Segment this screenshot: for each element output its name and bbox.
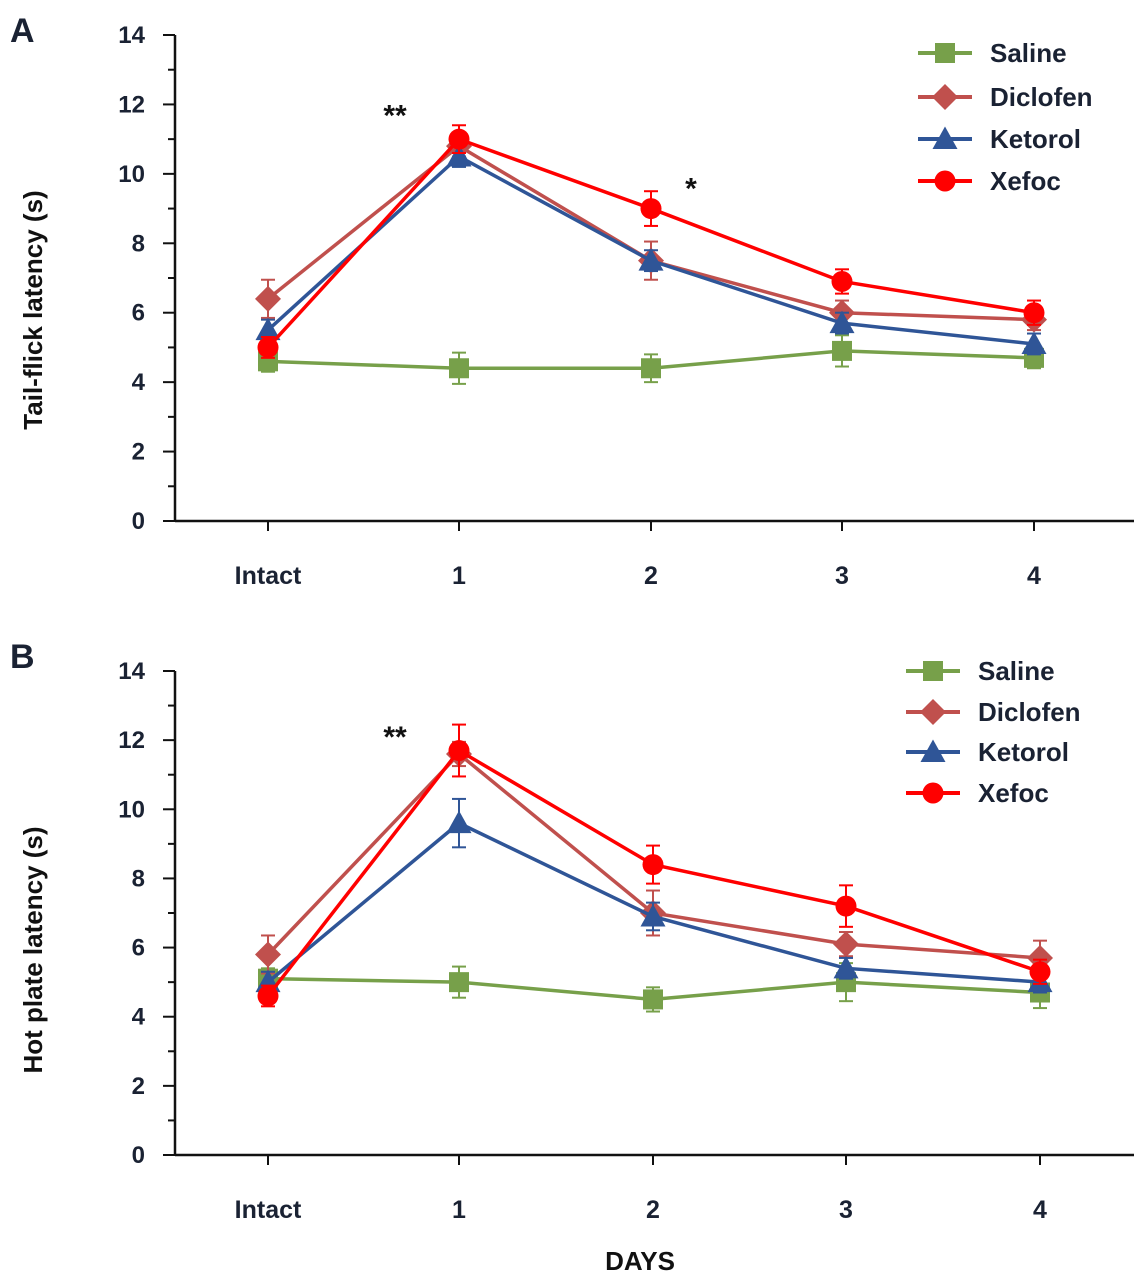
data-point-xefoc <box>448 128 470 150</box>
x-tick-label-b: 1 <box>452 1196 466 1224</box>
data-point-xefoc <box>835 895 857 917</box>
y-tick-label-b: 4 <box>132 1004 146 1031</box>
y-tick-label-a: 14 <box>118 22 145 49</box>
data-point-xefoc <box>1029 961 1051 983</box>
data-point-saline <box>449 972 469 993</box>
data-point-xefoc <box>448 740 470 762</box>
x-tick-label-b: Intact <box>235 1196 302 1224</box>
legend-marker-ketorol <box>920 739 946 762</box>
data-point-ketorol <box>640 903 666 927</box>
series-ketorol-a <box>255 144 1047 356</box>
panel-letter-a: A <box>10 12 35 50</box>
y-tick-label-b: 10 <box>118 796 145 823</box>
legend-marker-xefoc <box>934 170 956 192</box>
data-point-diclofen <box>255 285 281 312</box>
y-tick-label-a: 0 <box>132 508 145 535</box>
data-point-xefoc <box>257 985 279 1007</box>
series-xefoc-b <box>257 723 1051 1008</box>
data-point-xefoc <box>257 336 279 358</box>
legend-marker-saline <box>923 661 943 681</box>
data-point-ketorol <box>446 144 472 167</box>
data-point-diclofen <box>833 931 859 958</box>
y-tick-label-a: 12 <box>118 91 145 118</box>
panel-letter-b: B <box>10 638 35 676</box>
x-tick-label-a: 2 <box>644 562 658 590</box>
y-axis-title-a: Tail-flick latency (s) <box>18 190 48 429</box>
y-tick-label-b: 12 <box>118 727 145 754</box>
data-point-saline <box>832 340 852 361</box>
data-point-xefoc <box>640 198 662 220</box>
legend-marker-diclofen <box>932 84 958 110</box>
data-point-xefoc <box>1023 302 1045 324</box>
x-tick-label-b: 2 <box>646 1196 660 1224</box>
data-point-diclofen <box>255 941 281 968</box>
legend-label-diclofen: Diclofen <box>990 82 1093 112</box>
data-point-saline <box>449 358 469 379</box>
data-point-ketorol <box>829 310 855 334</box>
legend-marker-saline <box>935 43 955 63</box>
x-axis-title: DAYS <box>605 1246 675 1276</box>
y-tick-label-b: 2 <box>132 1073 145 1100</box>
y-tick-label-b: 8 <box>132 865 145 892</box>
legend-label-xefoc: Xefoc <box>978 778 1049 808</box>
data-point-ketorol <box>833 955 859 979</box>
legend-marker-xefoc <box>922 782 944 804</box>
data-point-xefoc <box>831 270 853 292</box>
x-tick-label-a: Intact <box>235 562 302 590</box>
data-point-xefoc <box>642 854 664 876</box>
data-point-saline <box>641 358 661 379</box>
legend-label-saline: Saline <box>990 38 1067 68</box>
series-saline-b <box>258 962 1050 1013</box>
x-tick-label-b: 3 <box>839 1196 853 1224</box>
y-tick-label-a: 8 <box>132 230 145 257</box>
significance-annotation-a: * <box>685 172 697 205</box>
data-point-ketorol <box>255 317 281 341</box>
significance-annotation-a: ** <box>383 99 407 132</box>
legend-label-saline: Saline <box>978 656 1055 686</box>
y-tick-label-a: 10 <box>118 161 145 188</box>
y-tick-label-b: 6 <box>132 935 145 962</box>
series-saline-a <box>258 334 1044 385</box>
legend-label-xefoc: Xefoc <box>990 166 1061 196</box>
x-tick-label-a: 1 <box>452 562 466 590</box>
y-tick-label-b: 0 <box>132 1142 145 1169</box>
x-tick-label-a: 4 <box>1027 562 1041 590</box>
data-point-ketorol <box>446 810 472 834</box>
y-axis-title-b: Hot plate latency (s) <box>18 826 48 1073</box>
legend-label-ketorol: Ketorol <box>990 124 1081 154</box>
y-tick-label-a: 4 <box>132 369 146 396</box>
x-tick-label-a: 3 <box>835 562 849 590</box>
significance-annotation-b: ** <box>383 721 407 754</box>
legend-marker-diclofen <box>920 699 946 725</box>
legend-marker-ketorol <box>932 126 958 149</box>
data-point-ketorol <box>1021 331 1047 354</box>
data-point-saline <box>643 989 663 1010</box>
data-point-ketorol <box>638 248 664 271</box>
y-tick-label-a: 2 <box>132 439 145 466</box>
y-tick-label-b: 14 <box>118 658 145 685</box>
legend-label-ketorol: Ketorol <box>978 737 1069 767</box>
y-tick-label-a: 6 <box>132 300 145 327</box>
x-tick-label-b: 4 <box>1033 1196 1047 1224</box>
series-xefoc-a <box>257 124 1045 359</box>
legend-label-diclofen: Diclofen <box>978 697 1081 727</box>
